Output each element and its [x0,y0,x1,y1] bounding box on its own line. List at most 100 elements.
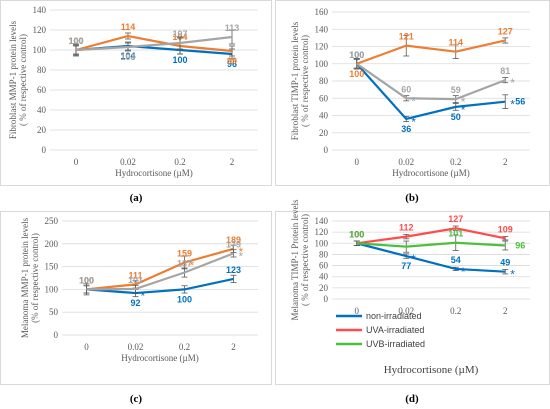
y-tick-label: 0 [54,330,59,340]
legend: non-irradiated UVA-irradiated UVB-irradiat… [336,311,425,349]
significance-star: * [239,249,244,263]
y-axis-title: Fibroblast MMP-1 protein levels [8,20,18,139]
x-axis-title: Hydrocortisone (µM) [384,364,479,376]
y-tick-label: 80 [319,76,329,86]
data-label: 60 [401,84,411,94]
data-label: 101 [128,275,143,285]
legend-label: UVB-irradiated [366,339,425,349]
chart-panel-3: 0 50 100 150 200 250 0 0.02 0.2 2 Hydrocortisone (… [0,211,272,385]
data-label: 100 [349,50,364,60]
data-label: 100 [79,275,94,285]
data-label: 104 [120,51,135,61]
data-label: 100 [349,69,364,79]
data-label: 121 [399,32,414,42]
legend-label: UVA-irradiated [366,325,424,335]
significance-star: * [510,98,515,112]
series-1: 100 92 100 123 * [79,265,241,308]
y-tick-label: 0 [42,145,47,155]
series-UVA-irradiated: 100 112 127 109 [349,214,513,246]
y-tick-label: 60 [319,93,329,103]
significance-star: * [461,103,466,117]
y-tick-label: 60 [319,261,329,271]
x-tick-label: 0.2 [174,157,185,167]
panel-frame [0,211,272,385]
data-label: 113 [225,23,240,33]
data-label: 50 [451,112,461,122]
panel-letter: (c) [130,393,143,405]
data-label: 100 [172,55,187,65]
significance-star: * [239,245,244,259]
series-line [75,35,233,52]
x-tick-label: 2 [503,306,508,316]
series-line [86,247,234,291]
y-tick-label: 0 [324,145,329,155]
data-label: 111 [128,270,142,280]
y-tick-label: 40 [37,105,47,115]
y-tick-label: 100 [315,238,329,248]
series-line [356,62,506,101]
data-label: 100 [68,36,83,46]
series-line [356,242,506,273]
data-label: 92 [130,298,140,308]
data-label: 114 [448,38,463,48]
x-tick-label: 0.02 [120,157,136,167]
y-tick-label: 160 [315,7,329,17]
series-2: 100 121 114 127 [349,26,513,78]
y-tick-label: 120 [315,227,329,237]
significance-star: * [461,95,466,109]
y-tick-label: 100 [33,45,47,55]
panel-letter: (a) [130,192,143,204]
data-label: 54 [451,255,461,265]
x-tick-label: 0.2 [450,157,461,167]
x-tick-label: 0.2 [450,306,461,316]
data-label: 179 [226,239,241,249]
series-line [355,63,506,121]
significance-star: * [510,268,515,282]
data-label: 112 [399,223,414,233]
data-label: 100 [177,294,192,304]
y-tick-label: 140 [315,24,329,34]
series-line [75,34,233,53]
significance-star: * [411,115,416,129]
y-tick-label: 20 [37,125,47,135]
data-label: 100 [349,229,364,239]
series-line [356,39,506,65]
y-axis-subtitle: ( % of respective control) [18,34,28,126]
significance-star: * [141,289,146,303]
data-label: 96 [515,241,525,251]
legend-label: non-irradiated [366,311,422,321]
significance-star: * [411,94,416,108]
x-tick-label: 0.2 [179,342,190,352]
chart-panel-1: 0 20 40 60 80 100 120 140 0 0.02 0.2 2 Hydrocortison… [0,0,272,186]
series-line [86,277,234,295]
y-axis-subtitle: ( % of respective control) [300,35,310,127]
data-label: 109 [498,224,513,234]
x-axis-title: Hydrocortisone (µM) [115,168,192,178]
x-tick-label: 2 [231,342,236,352]
x-tick-label: 0 [355,306,360,316]
data-label: 49 [500,258,510,268]
series-UVB-irradiated: 100 101 96 [349,229,525,253]
y-axis-title: Melanoma TIMP-1 Protein levels [290,199,300,321]
series-3: 100 103 107 113 [68,23,239,62]
data-label: 99 [227,56,237,66]
x-tick-label: 0 [355,157,360,167]
series-line [356,241,506,248]
y-tick-label: 100 [315,59,329,69]
x-tick-label: 0.02 [128,342,144,352]
x-tick-label: 2 [230,157,235,167]
panel-letter: (b) [405,192,419,204]
data-label: 96 [227,59,237,69]
x-tick-label: 0.02 [398,306,414,316]
significance-star: * [411,252,416,266]
y-tick-label: 140 [315,216,329,226]
chart-panel-2: 0 20 40 60 80 100 120 140 160 0 0.02 0.2 2 Hydrocorti… [275,0,550,186]
data-label: 100 [79,275,94,285]
y-tick-label: 120 [33,25,47,35]
y-tick-label: 20 [319,128,329,138]
data-label: 59 [451,85,461,95]
data-label: 107 [172,29,187,39]
